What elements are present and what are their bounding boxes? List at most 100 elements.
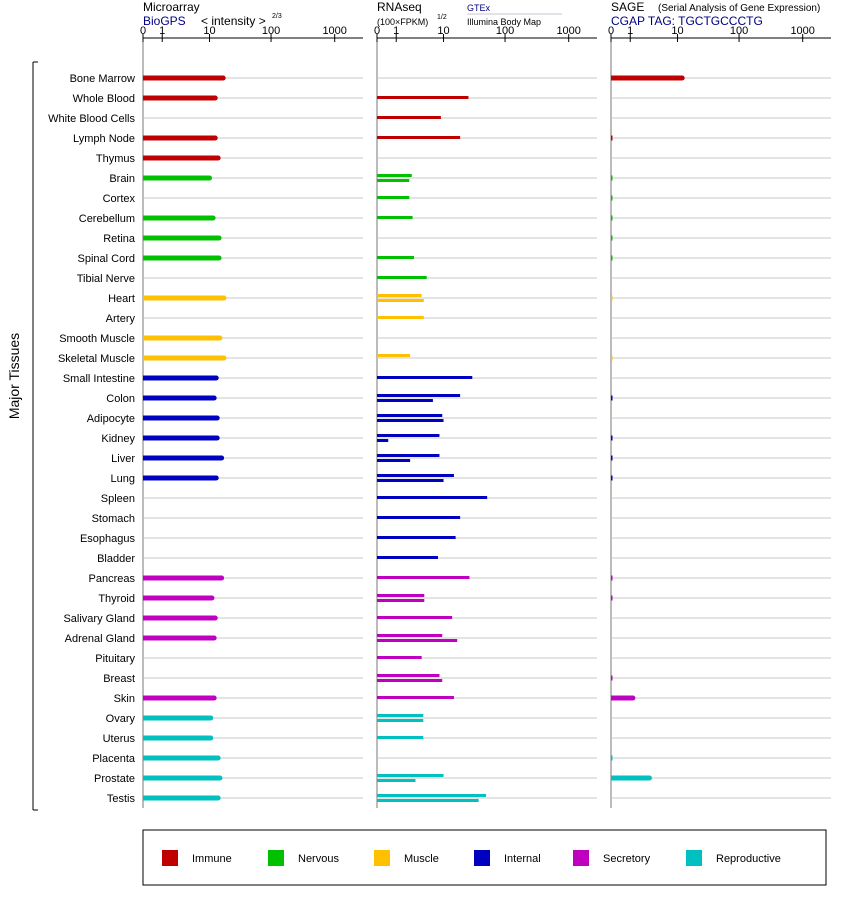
rnaseq-bar — [377, 794, 487, 797]
sage-bar — [611, 135, 613, 141]
rnaseq-bar — [377, 556, 438, 559]
tissue-label: Spinal Cord — [78, 253, 135, 265]
tissue-row: Skin — [114, 693, 831, 705]
legend-swatch — [573, 850, 589, 866]
tissue-row: Adrenal Gland — [65, 633, 831, 645]
tissue-row: Uterus — [103, 733, 831, 745]
rnaseq-bar — [377, 459, 411, 462]
legend-label: Immune — [192, 853, 232, 865]
tissue-row: Kidney — [101, 433, 831, 445]
microarray-bar-cap — [213, 475, 219, 481]
microarray-bar — [143, 595, 212, 601]
microarray-bar — [143, 395, 215, 401]
legend-swatch — [374, 850, 390, 866]
rnaseq-bar — [377, 674, 440, 677]
microarray-bar — [143, 175, 210, 181]
rnaseq-bar — [377, 496, 488, 499]
sage-subtitle: (Serial Analysis of Gene Expression) — [658, 3, 820, 14]
sage-bar — [611, 195, 613, 201]
rnaseq-title: RNAseq — [377, 0, 422, 14]
microarray-bar — [143, 775, 220, 781]
tissue-label: Salivary Gland — [63, 613, 135, 625]
tissue-row: Tibial Nerve — [77, 273, 831, 285]
microarray-bar — [143, 795, 219, 801]
tissue-row: Whole Blood — [73, 93, 831, 105]
tissue-row: Spinal Cord — [78, 253, 831, 265]
rnaseq-bar — [377, 679, 443, 682]
tissue-row: Prostate — [94, 773, 831, 785]
rnaseq-unit-exp: 1/2 — [437, 14, 447, 21]
microarray-bar — [143, 415, 218, 421]
rnaseq-bar — [377, 454, 440, 457]
legend-label: Reproductive — [716, 853, 781, 865]
rnaseq-bar — [377, 474, 454, 477]
microarray-source: BioGPS — [143, 14, 186, 28]
sage-bar — [611, 75, 683, 81]
tissue-label: Ovary — [106, 713, 136, 725]
tissue-label: Adipocyte — [87, 413, 135, 425]
sage-bar — [611, 695, 633, 701]
microarray-bar-cap — [214, 415, 220, 421]
tissue-row: Small Intestine — [63, 373, 831, 385]
tissue-row: Brain — [109, 173, 831, 185]
microarray-bar-cap — [208, 715, 214, 721]
tissue-label: Placenta — [92, 753, 136, 765]
rnaseq-bar — [377, 179, 410, 182]
microarray-bar — [143, 575, 222, 581]
sage-bar — [611, 595, 613, 601]
rnaseq-bar — [377, 359, 378, 362]
sage-bar — [611, 435, 613, 441]
tissue-label: Cerebellum — [79, 213, 135, 225]
tissue-label: Stomach — [92, 513, 135, 525]
sage-tick-label: 1 — [627, 25, 633, 37]
microarray-bar-cap — [208, 735, 214, 741]
tissue-label: Prostate — [94, 773, 135, 785]
sage-tick-label: 100 — [730, 25, 748, 37]
tissue-row: Adipocyte — [87, 413, 831, 425]
rnaseq-tick-label: 100 — [496, 25, 514, 37]
legend-item-immune: Immune — [162, 850, 232, 866]
tissue-label: Retina — [103, 233, 136, 245]
sage-tag: CGAP TAG: TGCTGCCCTG — [611, 14, 763, 28]
legend-swatch — [268, 850, 284, 866]
sage-bar — [611, 235, 613, 241]
rnaseq-bar — [377, 196, 410, 199]
microarray-bar-cap — [212, 95, 218, 101]
tissue-row: Pancreas — [89, 573, 831, 585]
rnaseq-bar — [377, 294, 422, 297]
rnaseq-bar — [377, 639, 458, 642]
sage-bar-cap — [646, 775, 652, 781]
tissue-label: Thymus — [96, 153, 136, 165]
microarray-bar — [143, 735, 211, 741]
legend: Immune Nervous Muscle Internal Secretory Repr… — [162, 850, 781, 866]
tissue-label: Whole Blood — [73, 93, 135, 105]
sage-bar — [611, 355, 613, 361]
tissue-label: Skin — [114, 693, 135, 705]
microarray-bar-cap — [220, 75, 226, 81]
microarray-bar-cap — [215, 795, 221, 801]
microarray-bar — [143, 695, 215, 701]
legend-swatch — [474, 850, 490, 866]
tissue-label: Testis — [107, 793, 136, 805]
microarray-bar — [143, 375, 217, 381]
rnaseq-source-ibm: Illumina Body Map — [467, 17, 541, 27]
sage-axis: 0 1 10 100 1000 — [608, 25, 831, 808]
microarray-bar — [143, 155, 219, 161]
microarray-bar-cap — [210, 215, 216, 221]
tissue-label: Bone Marrow — [70, 73, 135, 85]
microarray-bar — [143, 335, 220, 341]
tissue-row: Placenta — [92, 753, 831, 765]
microarray-bar — [143, 435, 218, 441]
tissue-row: Cerebellum — [79, 213, 831, 225]
tissue-label: Artery — [106, 313, 136, 325]
rnaseq-bar — [377, 399, 433, 402]
tissue-row: Smooth Muscle — [59, 333, 831, 345]
tissue-label: Smooth Muscle — [59, 333, 135, 345]
tissue-label: Uterus — [103, 733, 136, 745]
legend-item-nervous: Nervous — [268, 850, 339, 866]
tissue-label: Kidney — [101, 433, 135, 445]
tissue-label: Pituitary — [95, 653, 135, 665]
sage-bar — [611, 675, 613, 681]
microarray-tick-label: 1000 — [322, 25, 346, 37]
rnaseq-bar — [377, 256, 415, 259]
